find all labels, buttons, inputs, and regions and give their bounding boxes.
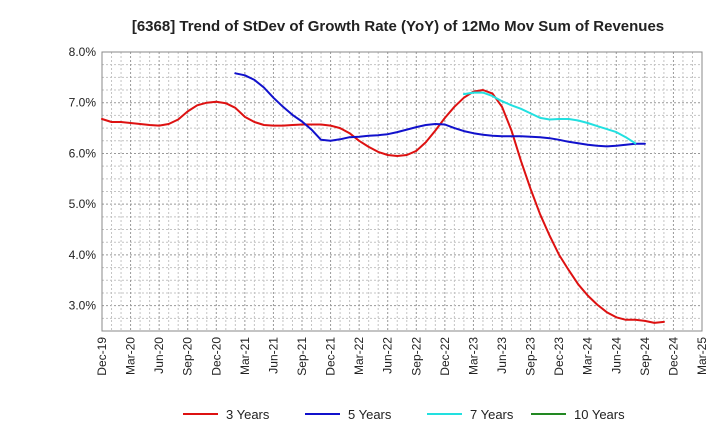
- x-tick-label: Dec-21: [324, 337, 338, 376]
- x-tick-label: Sep-20: [181, 337, 195, 376]
- legend-label: 3 Years: [226, 407, 270, 422]
- y-tick-label: 7.0%: [69, 96, 97, 110]
- x-tick-label: Jun-21: [266, 337, 280, 374]
- legend-label: 5 Years: [348, 407, 392, 422]
- x-tick-label: Dec-20: [209, 337, 223, 376]
- x-tick-label: Sep-22: [409, 337, 423, 376]
- legend-label: 7 Years: [470, 407, 514, 422]
- x-tick-label: Mar-21: [238, 337, 252, 375]
- x-tick-label: Mar-25: [695, 337, 709, 375]
- x-tick-label: Jun-22: [381, 337, 395, 374]
- grid-lines: [102, 52, 702, 331]
- x-tick-label: Dec-24: [666, 337, 680, 376]
- x-tick-label: Dec-22: [438, 337, 452, 376]
- x-tick-label: Mar-24: [581, 337, 595, 375]
- series-lines: [101, 72, 665, 324]
- x-tick-label: Jun-20: [152, 337, 166, 374]
- x-tick-label: Mar-23: [466, 337, 480, 375]
- legend: 3 Years 5 Years 7 Years 10 Years: [183, 407, 625, 422]
- y-axis: 3.0% 4.0% 5.0% 6.0% 7.0% 8.0%: [69, 45, 97, 313]
- y-tick-label: 8.0%: [69, 45, 97, 59]
- y-tick-label: 5.0%: [69, 197, 97, 211]
- series-line-5-years: [234, 72, 646, 148]
- y-tick-label: 4.0%: [69, 248, 97, 262]
- x-tick-label: Sep-23: [524, 337, 538, 376]
- x-tick-label: Jun-24: [609, 337, 623, 374]
- y-tick-label: 3.0%: [69, 299, 97, 313]
- x-tick-label: Jun-23: [495, 337, 509, 374]
- x-tick-label: Sep-24: [638, 337, 652, 376]
- chart-title: [6368] Trend of StDev of Growth Rate (Yo…: [132, 18, 664, 35]
- x-tick-label: Sep-21: [295, 337, 309, 376]
- y-tick-label: 6.0%: [69, 146, 97, 160]
- series-line-3-years: [101, 89, 665, 324]
- x-tick-label: Mar-22: [352, 337, 366, 375]
- series-line-7-years: [462, 91, 637, 145]
- x-tick-label: Dec-23: [552, 337, 566, 376]
- x-tick-label: Dec-19: [95, 337, 109, 376]
- plot-area: [101, 51, 703, 332]
- legend-label: 10 Years: [574, 407, 625, 422]
- x-axis: Dec-19 Mar-20 Jun-20 Sep-20 Dec-20 Mar-21 Jun-…: [95, 337, 709, 376]
- x-tick-label: Mar-20: [124, 337, 138, 375]
